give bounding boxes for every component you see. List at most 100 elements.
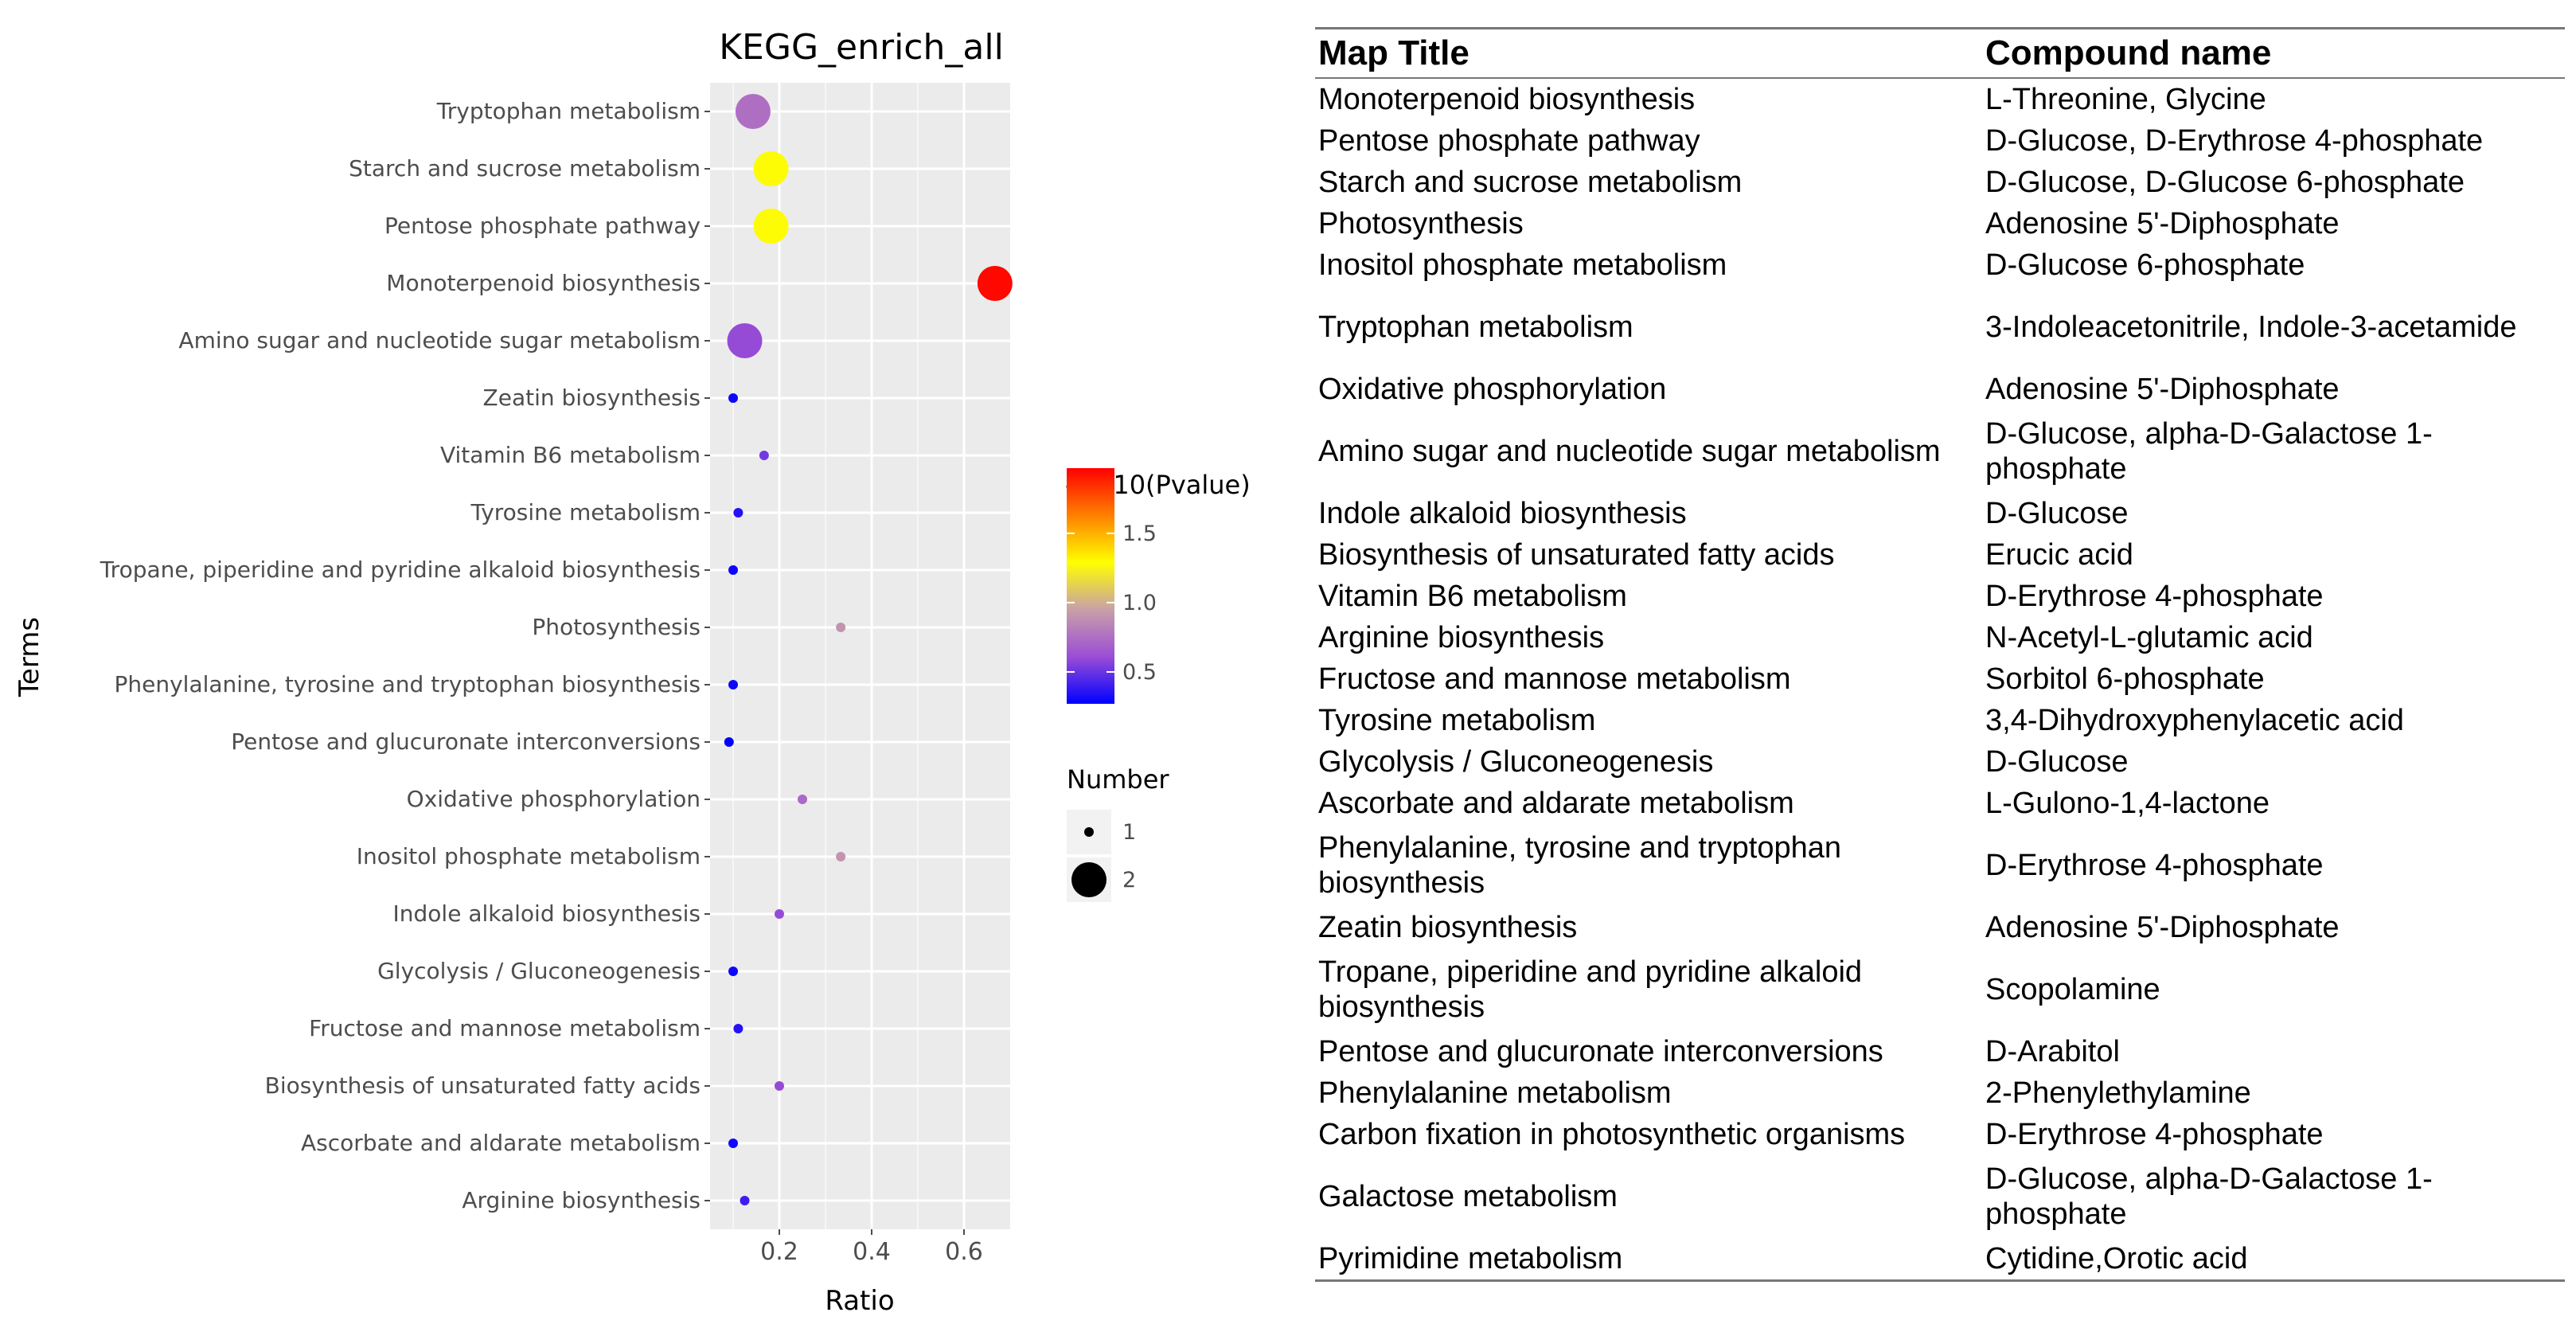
- term-labels: Tryptophan metabolism Starch and sucrose …: [100, 98, 710, 1213]
- table-row: Tropane, piperidine and pyridine alkaloi…: [1315, 948, 2565, 1031]
- data-point: [733, 508, 744, 518]
- size-legend: Number 12: [1067, 764, 1169, 902]
- term-label: Pentose and glucuronate interconversions: [231, 728, 701, 755]
- cell-compound-name: Adenosine 5'-Diphosphate: [1985, 373, 2340, 406]
- cell-compound-name: D-Glucose 6-phosphate: [1985, 248, 2305, 282]
- size-legend-dot: [1071, 862, 1107, 897]
- data-point: [728, 1139, 738, 1148]
- cell-compound-name: L-Threonine, Glycine: [1985, 83, 2266, 116]
- data-point: [727, 323, 763, 358]
- table-row: Pentose and glucuronate interconversions…: [1315, 1031, 2565, 1072]
- data-point: [798, 795, 807, 804]
- data-point: [728, 680, 738, 689]
- cell-compound-name: N-Acetyl-L-glutamic acid: [1985, 621, 2313, 654]
- data-point: [733, 1024, 744, 1033]
- term-label: Fructose and mannose metabolism: [309, 1015, 701, 1041]
- table-body: Monoterpenoid biosynthesis L-Threonine, G…: [1315, 78, 2565, 1282]
- chart-title: KEGG_enrich_all: [719, 27, 1004, 68]
- color-legend: -log10(Pvalue) 0.51.01.5: [1065, 468, 1251, 704]
- cell-compound-name: D-Glucose, D-Erythrose 4-phosphate: [1985, 124, 2484, 158]
- color-legend-label: 1.5: [1122, 521, 1157, 546]
- data-point: [753, 209, 789, 244]
- size-legend-label: 2: [1122, 868, 1136, 892]
- data-point: [759, 451, 769, 460]
- x-tick-label: 0.2: [760, 1238, 798, 1266]
- term-label: Photosynthesis: [532, 614, 701, 640]
- cell-map-title: Oxidative phosphorylation: [1318, 373, 1667, 406]
- term-label: Pentose phosphate pathway: [384, 213, 701, 239]
- cell-map-title: Glycolysis / Gluconeogenesis: [1318, 745, 1714, 779]
- cell-map-title: Vitamin B6 metabolism: [1318, 580, 1627, 613]
- table-row: Arginine biosynthesis N-Acetyl-L-glutamic…: [1315, 617, 2565, 658]
- term-label: Indole alkaloid biosynthesis: [393, 900, 701, 927]
- table-row: Glycolysis / Gluconeogenesis D-Glucose: [1315, 741, 2565, 783]
- cell-map-title: Carbon fixation in photosynthetic organi…: [1318, 1118, 1906, 1151]
- term-label: Arginine biosynthesis: [462, 1187, 701, 1213]
- data-point: [740, 1196, 750, 1205]
- cell-compound-name: Cytidine,Orotic acid: [1982, 1238, 2565, 1282]
- data-point: [977, 266, 1013, 301]
- cell-compound-name: D-Arabitol: [1985, 1035, 2120, 1068]
- size-legend-label: 1: [1122, 820, 1136, 845]
- cell-compound-name: L-Gulono-1,4-lactone: [1985, 787, 2270, 820]
- cell-compound-name: 3-Indoleacetonitrile, Indole-3-acetamide: [1985, 311, 2517, 344]
- cell-compound-name: D-Glucose, alpha-D-Galactose 1-phosphate: [1985, 1162, 2433, 1231]
- table-row: Monoterpenoid biosynthesis L-Threonine, G…: [1315, 78, 2565, 120]
- term-label: Tropane, piperidine and pyridine alkaloi…: [100, 557, 701, 583]
- term-label: Monoterpenoid biosynthesis: [386, 270, 701, 296]
- cell-map-title: Indole alkaloid biosynthesis: [1318, 497, 1687, 530]
- x-tick-label: 0.6: [945, 1238, 983, 1266]
- cell-map-title: Tropane, piperidine and pyridine alkaloi…: [1318, 955, 1863, 1024]
- cell-compound-name: Sorbitol 6-phosphate: [1985, 662, 2265, 696]
- data-point: [775, 1081, 784, 1091]
- color-legend-label: 1.0: [1122, 591, 1157, 615]
- cell-map-title: Tyrosine metabolism: [1318, 704, 1596, 737]
- cell-compound-name: D-Glucose: [1985, 497, 2129, 530]
- data-point: [728, 393, 738, 403]
- cell-map-title: Fructose and mannose metabolism: [1318, 662, 1791, 696]
- cell-map-title: Amino sugar and nucleotide sugar metabol…: [1318, 435, 1941, 468]
- data-point: [728, 565, 738, 575]
- term-label: Starch and sucrose metabolism: [349, 155, 701, 182]
- plot-panel: [710, 83, 1010, 1229]
- term-label: Amino sugar and nucleotide sugar metabol…: [178, 327, 701, 353]
- size-legend-title: Number: [1067, 764, 1169, 795]
- term-label: Glycolysis / Gluconeogenesis: [377, 958, 701, 984]
- cell-map-title: Phenylalanine, tyrosine and tryptophan b…: [1318, 831, 1842, 900]
- table-row: Oxidative phosphorylation Adenosine 5'-Di…: [1315, 369, 2565, 410]
- cell-compound-name: 3,4-Dihydroxyphenylacetic acid: [1985, 704, 2404, 737]
- table-row: Photosynthesis Adenosine 5'-Diphosphate: [1315, 203, 2565, 244]
- table-row: Pentose phosphate pathway D-Glucose, D-Er…: [1315, 120, 2565, 162]
- cell-map-title: Pyrimidine metabolism: [1315, 1238, 1982, 1282]
- cell-map-title: Photosynthesis: [1318, 207, 1524, 240]
- data-points: [724, 94, 1013, 1205]
- term-label: Inositol phosphate metabolism: [357, 843, 701, 869]
- term-label: Oxidative phosphorylation: [407, 786, 701, 812]
- table-row: Indole alkaloid biosynthesis D-Glucose: [1315, 493, 2565, 534]
- color-legend-bar: [1067, 468, 1114, 704]
- table-row: Tyrosine metabolism 3,4-Dihydroxyphenylac…: [1315, 700, 2565, 741]
- cell-map-title: Inositol phosphate metabolism: [1318, 248, 1727, 282]
- term-label: Ascorbate and aldarate metabolism: [301, 1130, 701, 1156]
- cell-compound-name: Scopolamine: [1985, 973, 2160, 1006]
- table-row: Inositol phosphate metabolism D-Glucose 6…: [1315, 244, 2565, 286]
- header-compound-name: Compound name: [1982, 27, 2565, 79]
- table-row: Galactose metabolism D-Glucose, alpha-D-G…: [1315, 1155, 2565, 1238]
- x-axis-title: Ratio: [825, 1285, 894, 1317]
- cell-compound-name: Erucic acid: [1985, 538, 2133, 572]
- cell-map-title: Starch and sucrose metabolism: [1318, 166, 1743, 199]
- cell-map-title: Pentose and glucuronate interconversions: [1318, 1035, 1883, 1068]
- cell-compound-name: D-Erythrose 4-phosphate: [1985, 849, 2324, 882]
- table-row: Vitamin B6 metabolism D-Erythrose 4-phosp…: [1315, 576, 2565, 617]
- term-label: Zeatin biosynthesis: [483, 385, 701, 411]
- table-row: Carbon fixation in photosynthetic organi…: [1315, 1114, 2565, 1155]
- size-legend-entries: 12: [1067, 810, 1136, 902]
- table-row: Biosynthesis of unsaturated fatty acids E…: [1315, 534, 2565, 576]
- table-row: Fructose and mannose metabolism Sorbitol …: [1315, 658, 2565, 700]
- cell-map-title: Pentose phosphate pathway: [1318, 124, 1700, 158]
- term-label: Tryptophan metabolism: [436, 98, 701, 124]
- data-point: [728, 967, 738, 976]
- compound-table: Map Title Compound name Monoterpenoid bi…: [1315, 27, 2565, 1282]
- term-label: Biosynthesis of unsaturated fatty acids: [265, 1072, 701, 1099]
- cell-compound-name: D-Glucose: [1985, 745, 2129, 779]
